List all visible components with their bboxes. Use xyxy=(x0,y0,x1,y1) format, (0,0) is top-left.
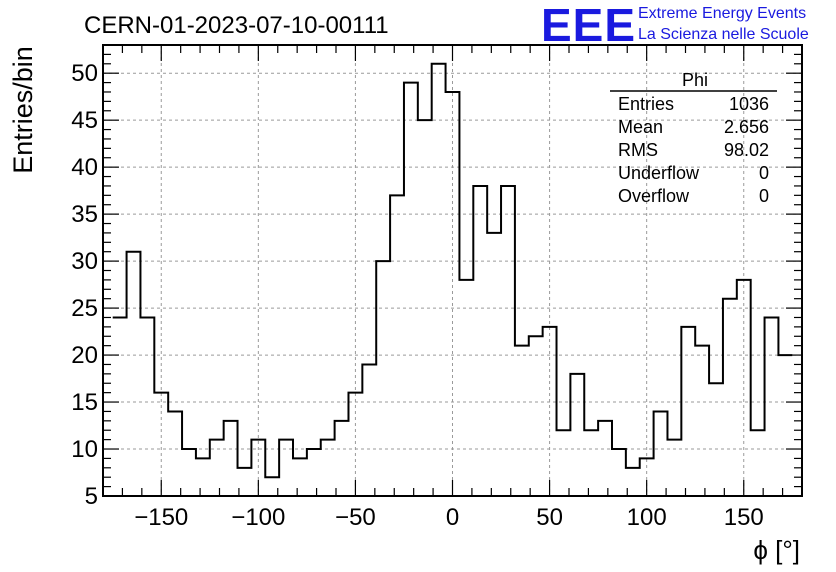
histogram-bin xyxy=(473,186,487,496)
histogram-bin xyxy=(737,280,751,496)
histogram-bin xyxy=(210,440,224,496)
histogram-bin xyxy=(612,449,626,496)
histogram-line xyxy=(112,62,793,479)
histogram-bin xyxy=(681,327,695,496)
histogram-bin xyxy=(335,421,349,496)
histogram-bin xyxy=(626,468,640,496)
histogram-bin xyxy=(667,440,681,496)
histogram-bin xyxy=(362,364,376,496)
axis-ticks xyxy=(102,44,803,497)
histogram-bin xyxy=(196,458,210,496)
histogram-bin xyxy=(390,195,404,496)
histogram-bin xyxy=(224,421,238,496)
histogram-bin xyxy=(376,261,390,496)
logo-letters: EEE xyxy=(541,0,636,51)
histogram-bin xyxy=(265,477,279,496)
y-tick-label: 10 xyxy=(71,436,98,463)
histogram-bin xyxy=(723,299,737,496)
x-axis-label: ϕ [°] xyxy=(753,535,800,565)
x-tick-label: 50 xyxy=(536,504,563,531)
stats-row-label: RMS xyxy=(618,140,658,160)
y-tick-label: 20 xyxy=(71,342,98,369)
histogram-bin xyxy=(501,186,515,496)
histogram-bin xyxy=(778,355,792,496)
y-tick-label: 35 xyxy=(71,201,98,228)
histogram-series xyxy=(112,62,793,496)
eee-logo: EEE Extreme Energy Events La Scienza nel… xyxy=(541,0,809,51)
x-tick-label: −100 xyxy=(231,504,285,531)
histogram-bin xyxy=(598,421,612,496)
histogram-bin xyxy=(584,430,598,496)
histogram-bin xyxy=(765,317,779,496)
histogram-bin xyxy=(279,440,293,496)
stats-row-label: Underflow xyxy=(618,163,700,183)
logo-line-1: Extreme Energy Events xyxy=(638,5,806,22)
histogram-bin xyxy=(543,327,557,496)
histogram-bin xyxy=(695,346,709,496)
histogram-bin xyxy=(432,64,446,496)
histogram-bin xyxy=(404,83,418,496)
x-tick-label: 0 xyxy=(446,504,459,531)
histogram-bin xyxy=(515,346,529,496)
histogram-bin xyxy=(557,430,571,496)
y-axis-label: Entries/bin xyxy=(8,46,38,174)
y-tick-label: 5 xyxy=(85,483,98,510)
stats-row-value: 1036 xyxy=(729,94,769,114)
histogram-bin xyxy=(529,336,543,496)
stats-row-label: Mean xyxy=(618,117,663,137)
histogram-bin xyxy=(127,252,141,496)
plot-frame xyxy=(102,44,803,497)
histogram-bin xyxy=(570,374,584,496)
histogram-bin xyxy=(307,449,321,496)
histogram-bin xyxy=(751,430,765,496)
histogram-bin xyxy=(709,383,723,496)
histogram-bin xyxy=(293,458,307,496)
x-tick-label: 150 xyxy=(724,504,764,531)
histogram-bin xyxy=(182,449,196,496)
histogram-bin xyxy=(321,440,335,496)
x-tick-label: −50 xyxy=(335,504,376,531)
stats-row-value: 98.02 xyxy=(724,140,769,160)
histogram-bin xyxy=(348,393,362,496)
chart-title: CERN-01-2023-07-10-00111 xyxy=(84,12,389,39)
y-tick-label: 40 xyxy=(71,154,98,181)
y-tick-label: 25 xyxy=(71,295,98,322)
stats-row-value: 0 xyxy=(759,163,769,183)
stats-row-value: 2.656 xyxy=(724,117,769,137)
histogram-bin xyxy=(238,468,252,496)
histogram-bin xyxy=(113,317,127,496)
stats-title: Phi xyxy=(682,70,708,90)
histogram-bin xyxy=(640,458,654,496)
stats-row-value: 0 xyxy=(759,186,769,206)
x-tick-label: −150 xyxy=(134,504,188,531)
y-tick-label: 30 xyxy=(71,248,98,275)
histogram-bin xyxy=(168,411,182,496)
histogram-bin xyxy=(140,317,154,496)
x-tick-label: 100 xyxy=(627,504,667,531)
grid xyxy=(103,45,802,496)
tick-labels: −150 −100 −50 0 50 100 150 5 10 15 20 25 30 35 40 45 50 xyxy=(71,60,763,531)
stats-row-label: Entries xyxy=(618,94,674,114)
histogram-bin xyxy=(154,393,168,496)
y-tick-label: 45 xyxy=(71,107,98,134)
histogram-bin xyxy=(654,411,668,496)
histogram-bin xyxy=(487,233,501,496)
histogram-bin xyxy=(446,92,460,496)
histogram-bin xyxy=(418,120,432,496)
stats-box: Phi Entries 1036 Mean 2.656 RMS 98.02 Underflo… xyxy=(610,70,777,206)
histogram-bin xyxy=(459,280,473,496)
logo-line-2: La Scienza nelle Scuole xyxy=(638,26,809,43)
histogram-bin xyxy=(251,440,265,496)
y-tick-label: 50 xyxy=(71,60,98,87)
y-tick-label: 15 xyxy=(71,389,98,416)
stats-row-label: Overflow xyxy=(618,186,690,206)
